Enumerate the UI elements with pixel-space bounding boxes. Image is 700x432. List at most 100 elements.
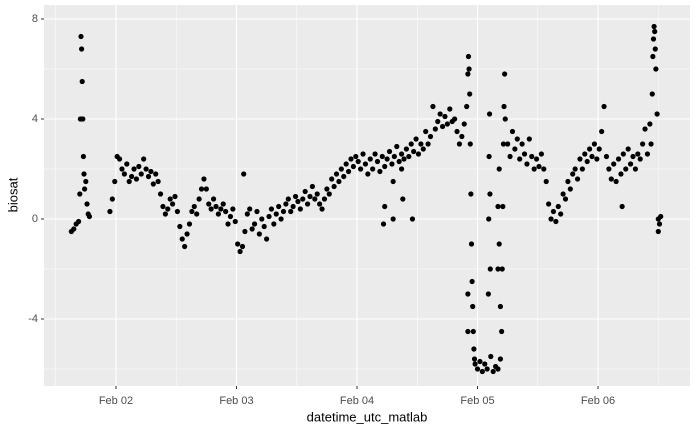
point bbox=[456, 141, 463, 147]
point bbox=[584, 158, 590, 165]
point bbox=[484, 366, 490, 372]
point bbox=[425, 141, 431, 147]
point bbox=[465, 53, 472, 60]
point bbox=[496, 166, 502, 172]
point bbox=[526, 136, 532, 142]
point bbox=[81, 171, 87, 177]
point bbox=[637, 156, 643, 162]
point bbox=[558, 211, 564, 217]
point bbox=[479, 368, 485, 375]
point bbox=[507, 153, 513, 160]
point bbox=[644, 151, 651, 157]
point bbox=[225, 221, 231, 227]
point bbox=[276, 203, 282, 210]
point bbox=[582, 151, 588, 157]
point bbox=[658, 213, 664, 220]
point bbox=[521, 151, 528, 157]
point bbox=[341, 173, 347, 180]
point bbox=[244, 211, 250, 217]
point bbox=[213, 203, 219, 210]
point bbox=[119, 166, 125, 172]
point bbox=[396, 158, 402, 165]
point bbox=[172, 193, 178, 200]
point bbox=[148, 168, 154, 175]
point bbox=[632, 166, 639, 172]
point bbox=[271, 221, 277, 227]
point bbox=[406, 153, 412, 160]
point bbox=[390, 178, 396, 185]
point bbox=[215, 211, 221, 217]
point bbox=[77, 191, 83, 197]
point bbox=[314, 191, 320, 197]
point bbox=[362, 161, 369, 167]
point bbox=[79, 46, 85, 52]
point bbox=[654, 111, 660, 117]
point bbox=[472, 361, 478, 367]
point bbox=[548, 216, 554, 222]
point bbox=[107, 208, 113, 215]
point bbox=[283, 201, 289, 207]
point bbox=[560, 191, 566, 197]
point bbox=[603, 153, 610, 160]
point bbox=[336, 178, 342, 185]
point bbox=[490, 368, 496, 375]
point bbox=[360, 151, 366, 157]
point bbox=[150, 181, 156, 187]
point bbox=[485, 291, 491, 297]
y-axis-title: biosat bbox=[5, 177, 20, 212]
point bbox=[235, 241, 241, 247]
point bbox=[577, 156, 583, 162]
point bbox=[415, 151, 422, 157]
point bbox=[488, 353, 494, 360]
point bbox=[509, 128, 516, 135]
point bbox=[650, 53, 656, 60]
point bbox=[343, 161, 349, 167]
point bbox=[372, 151, 378, 157]
x-tick-label: Feb 05 bbox=[460, 395, 494, 407]
point bbox=[502, 71, 508, 77]
point bbox=[471, 346, 477, 352]
point bbox=[594, 156, 600, 162]
point bbox=[465, 291, 471, 297]
point bbox=[562, 196, 569, 202]
point bbox=[625, 146, 631, 152]
point bbox=[300, 196, 306, 202]
point bbox=[430, 103, 436, 110]
point bbox=[251, 221, 258, 227]
point bbox=[78, 33, 84, 40]
point bbox=[126, 178, 132, 185]
point bbox=[377, 168, 383, 175]
point bbox=[398, 151, 405, 157]
point bbox=[367, 156, 373, 162]
point bbox=[348, 156, 354, 162]
point bbox=[288, 208, 294, 215]
point bbox=[606, 166, 612, 172]
point bbox=[487, 191, 493, 197]
point bbox=[465, 71, 471, 77]
point bbox=[613, 178, 619, 185]
x-tick-label: Feb 03 bbox=[219, 395, 253, 407]
point bbox=[297, 206, 303, 212]
point bbox=[543, 178, 549, 185]
point bbox=[408, 141, 414, 147]
point bbox=[635, 151, 641, 157]
point bbox=[109, 196, 115, 202]
point bbox=[206, 201, 212, 207]
point bbox=[495, 203, 501, 210]
point bbox=[133, 176, 140, 182]
point bbox=[198, 186, 205, 192]
point bbox=[471, 356, 478, 362]
point bbox=[546, 201, 552, 207]
point bbox=[358, 166, 364, 172]
point bbox=[79, 78, 85, 85]
point bbox=[379, 153, 385, 160]
point bbox=[184, 231, 190, 237]
point bbox=[141, 156, 147, 162]
point bbox=[486, 153, 492, 160]
point bbox=[350, 163, 356, 170]
point bbox=[307, 193, 313, 200]
point bbox=[630, 153, 636, 160]
point bbox=[420, 146, 426, 152]
point bbox=[189, 208, 195, 215]
point bbox=[177, 223, 183, 230]
